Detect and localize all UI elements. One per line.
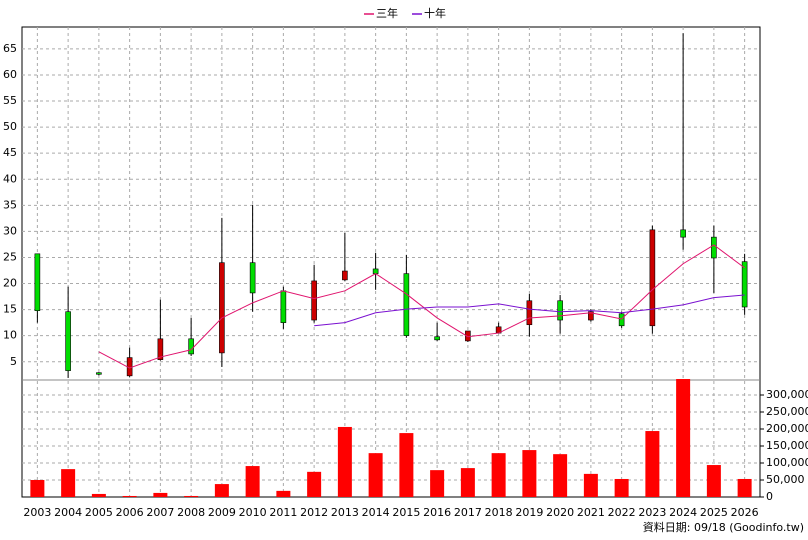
candle-body [219, 262, 225, 354]
candle-body [157, 338, 164, 360]
y-tick-label: 25 [3, 250, 17, 263]
volume-bar [737, 478, 752, 497]
y2-tick-label: 300,000 [766, 388, 808, 401]
y2-tick-label: 50,000 [766, 473, 805, 486]
x-tick-label: 2026 [731, 506, 759, 519]
y-tick-label: 50 [3, 120, 17, 133]
candle-body [557, 300, 563, 321]
candle-body [649, 229, 656, 327]
x-tick-label: 2009 [208, 506, 236, 519]
x-tick-label: 2018 [485, 506, 513, 519]
volume-bar [706, 465, 721, 497]
legend-label: 三年 [376, 6, 398, 20]
y-tick-label: 10 [3, 329, 17, 342]
candle-body [618, 313, 625, 327]
x-tick-label: 2007 [146, 506, 174, 519]
x-tick-label: 2006 [116, 506, 144, 519]
y-tick-label: 15 [3, 303, 17, 316]
candle-body [249, 262, 256, 294]
y2-tick-label: 200,000 [766, 422, 808, 435]
x-tick-label: 2004 [54, 506, 82, 519]
y2-tick-label: 250,000 [766, 405, 808, 418]
plot-frame [21, 26, 761, 498]
volume-bar [30, 480, 45, 497]
volume-bar [61, 469, 76, 497]
ma-line [314, 294, 745, 327]
candle-body [280, 290, 287, 323]
volume-bar [368, 453, 383, 497]
x-tick-label: 2021 [577, 506, 605, 519]
y-tick-label: 40 [3, 172, 17, 185]
x-tick-label: 2013 [331, 506, 359, 519]
candle-body [526, 300, 533, 326]
candle-body [372, 268, 379, 274]
candle-body [65, 311, 71, 371]
y-tick-label: 30 [3, 224, 17, 237]
volume-bar [430, 470, 445, 497]
x-tick-label: 2011 [269, 506, 297, 519]
y2-tick-label: 0 [766, 490, 773, 503]
volume-bar [676, 379, 691, 497]
legend-label: 十年 [424, 6, 446, 20]
x-tick-label: 2023 [638, 506, 666, 519]
y-tick-label: 55 [3, 94, 17, 107]
y2-tick-label: 100,000 [766, 456, 808, 469]
candle-body [711, 236, 717, 259]
x-tick-label: 2012 [300, 506, 328, 519]
volume-bar [522, 450, 537, 497]
y2-tick-label: 150,000 [766, 439, 808, 452]
y-tick-label: 5 [10, 355, 17, 368]
volume-bar [583, 473, 598, 497]
volume-bar [491, 453, 506, 497]
candle-body [434, 336, 440, 341]
volume-bar [553, 454, 568, 497]
candle-body [34, 253, 41, 311]
candle-body [311, 280, 317, 321]
candle-body [403, 273, 410, 336]
volume-bar [614, 478, 629, 497]
volume-bar [399, 433, 414, 497]
y-tick-label: 20 [3, 277, 17, 290]
x-tick-label: 2008 [177, 506, 205, 519]
volume-bar [214, 484, 229, 497]
x-tick-label: 2003 [23, 506, 51, 519]
volume-bar [91, 493, 106, 497]
y-tick-label: 65 [3, 42, 17, 55]
candle-body [680, 229, 686, 238]
y-tick-label: 45 [3, 146, 17, 159]
candle-body [96, 372, 102, 375]
x-tick-label: 2025 [700, 506, 728, 519]
x-tick-label: 2014 [362, 506, 390, 519]
volume-bar [276, 490, 291, 497]
volume-bar [122, 495, 137, 497]
volume-bar [153, 492, 168, 497]
volume-bar [245, 466, 260, 497]
volume-bar [184, 495, 199, 497]
x-tick-label: 2024 [669, 506, 697, 519]
candle-body [188, 338, 194, 355]
x-tick-label: 2016 [423, 506, 451, 519]
volume-bar [460, 468, 475, 497]
x-tick-label: 2010 [239, 506, 267, 519]
x-tick-label: 2015 [392, 506, 420, 519]
x-tick-label: 2017 [454, 506, 482, 519]
y-tick-label: 35 [3, 198, 17, 211]
x-tick-label: 2020 [546, 506, 574, 519]
x-tick-label: 2005 [85, 506, 113, 519]
source-note: 資料日期: 09/18 (Goodinfo.tw) [643, 520, 804, 534]
x-tick-label: 2022 [608, 506, 636, 519]
volume-bar [645, 431, 660, 497]
volume-bar [307, 471, 322, 497]
candle-body [342, 270, 348, 281]
candle-body [588, 311, 594, 321]
candle-body [741, 261, 748, 308]
y-tick-label: 60 [3, 68, 17, 81]
ma-line [98, 244, 745, 369]
volume-bar [337, 426, 352, 497]
x-tick-label: 2019 [515, 506, 543, 519]
